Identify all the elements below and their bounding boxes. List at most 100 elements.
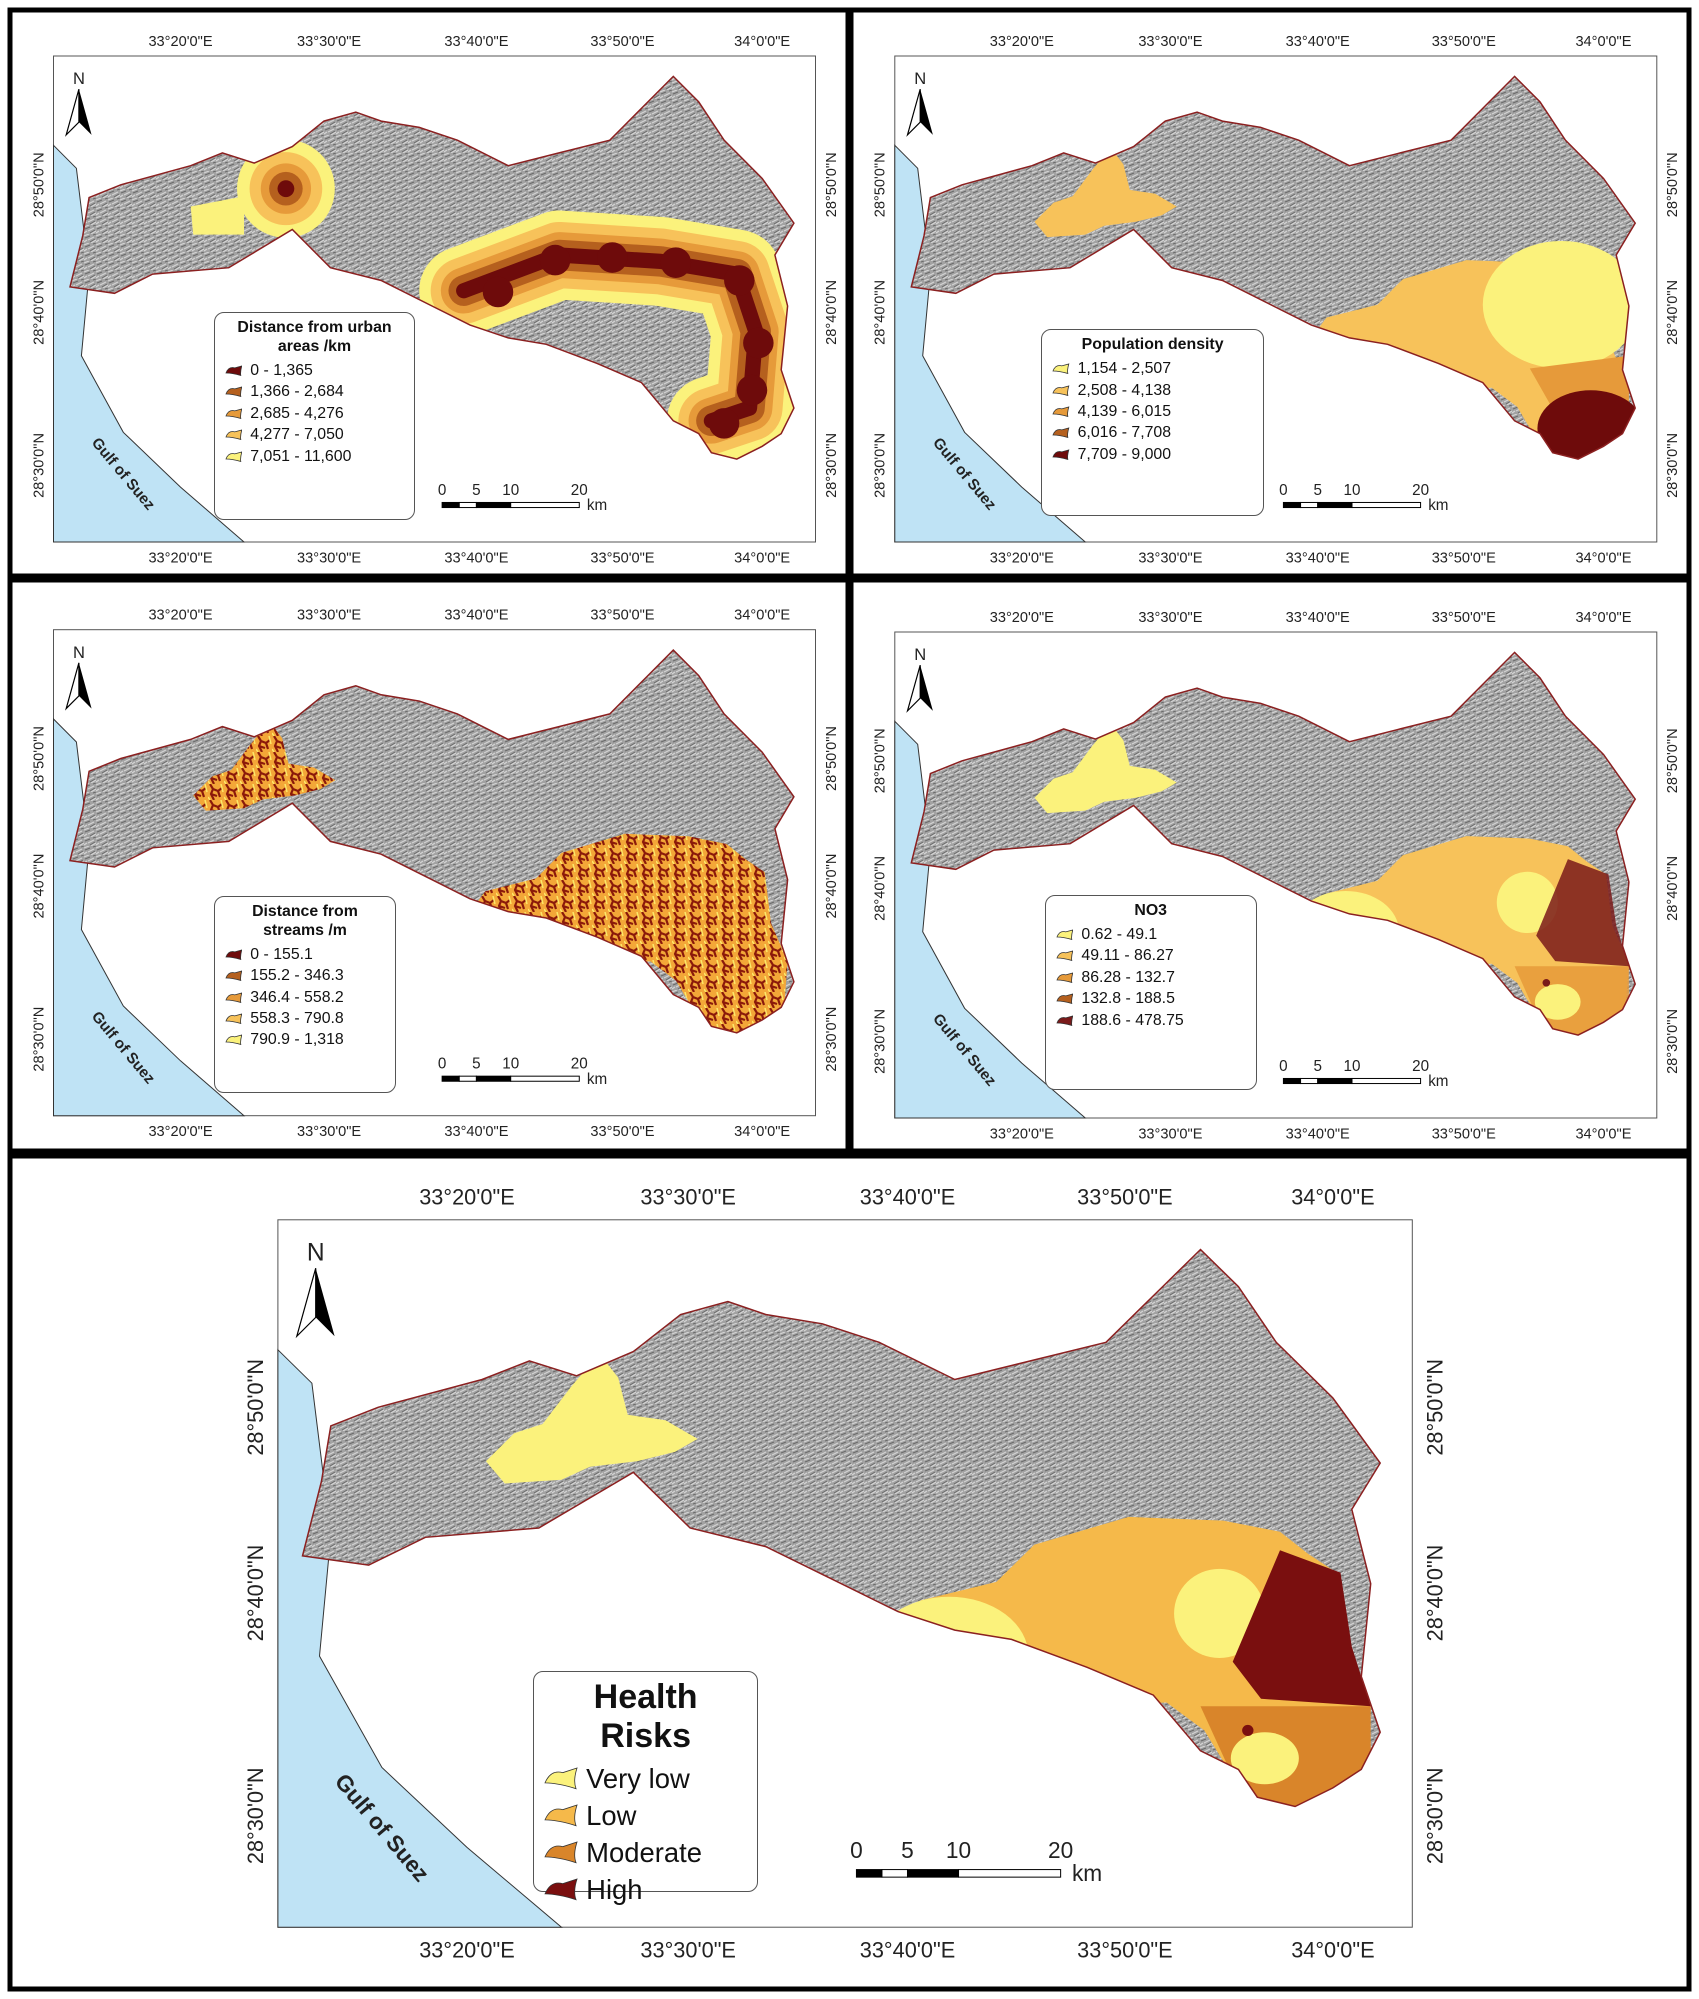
legend-label: 86.28 - 132.7: [1081, 968, 1175, 986]
north-arrow: [920, 665, 933, 711]
legend-label: 558.3 - 790.8: [250, 1010, 344, 1028]
latitude-label: 28°30'0"N: [824, 1007, 840, 1072]
scale-bar: [1351, 1077, 1422, 1085]
longitude-label: 33°40'0"E: [1286, 34, 1350, 50]
legend-swatch: [1056, 972, 1074, 983]
legend-swatch-shape: [544, 1878, 578, 1901]
latitude-label: 28°50'0"N: [31, 726, 47, 791]
longitude-label: 33°30'0"E: [297, 1124, 361, 1140]
legend-title: Population density: [1081, 335, 1224, 353]
legend-swatch: [1052, 406, 1070, 418]
longitude-label: 34°0'0"E: [1575, 1126, 1631, 1142]
legend-swatch: [544, 1841, 578, 1864]
zone: [724, 265, 755, 296]
legend-swatch: [224, 970, 242, 982]
longitude-label: 33°20'0"E: [419, 1185, 515, 1210]
legend-swatch: [1056, 929, 1074, 941]
scale-label: 5: [472, 482, 480, 499]
legend-title: Distance from streams /m: [252, 903, 358, 939]
latitude-label: 28°30'0"N: [873, 433, 889, 498]
legend-item: 4,139 - 6,015: [1052, 401, 1254, 422]
longitude-label: 33°20'0"E: [990, 610, 1054, 626]
zone: [1232, 1550, 1371, 1707]
longitude-label: 34°0'0"E: [1575, 610, 1631, 626]
map-panel: 33°20'0"E 33°20'0"E 33°30'0"E 33°30'0"E 33°4…: [848, 7, 1692, 579]
legend-item: 0.62 - 49.1: [1056, 924, 1246, 945]
longitude-label: 33°20'0"E: [148, 1124, 212, 1140]
latitude-label: 28°40'0"N: [1423, 1545, 1448, 1642]
scale-label: 0: [1279, 482, 1287, 499]
longitude-label: 33°50'0"E: [590, 1124, 654, 1140]
legend-label: 155.2 - 346.3: [250, 967, 344, 985]
legend-item: 7,709 - 9,000: [1052, 444, 1254, 465]
longitude-label: 33°40'0"E: [444, 550, 508, 566]
longitude-label: 34°0'0"E: [1575, 550, 1631, 566]
latitude-label: 28°30'0"N: [873, 1009, 889, 1074]
legend-swatch: [544, 1804, 578, 1827]
longitude-label: 34°0'0"E: [734, 1124, 790, 1140]
latitude-label: 28°40'0"N: [824, 280, 840, 345]
scale-bar: [1317, 1077, 1353, 1085]
latitude-label: 28°50'0"N: [1423, 1359, 1448, 1456]
legend-label: 6,016 - 7,708: [1077, 424, 1172, 442]
north-arrow: [315, 1268, 335, 1337]
longitude-label: 33°50'0"E: [590, 608, 654, 624]
longitude-label: 33°30'0"E: [1138, 610, 1202, 626]
longitude-label: 34°0'0"E: [734, 608, 790, 624]
longitude-label: 33°20'0"E: [990, 1126, 1054, 1142]
zone: [597, 242, 628, 273]
legend-swatch-shape: [1056, 972, 1074, 983]
scale-label: 10: [1344, 482, 1361, 499]
scale-unit: km: [587, 497, 607, 514]
scale-label: 10: [946, 1837, 971, 1863]
latitude-label: 28°40'0"N: [243, 1545, 268, 1642]
legend-label: 132.8 - 188.5: [1081, 990, 1175, 1008]
zone: [1536, 859, 1629, 967]
legend-label: 0.62 - 49.1: [1081, 926, 1158, 944]
longitude-label: 33°20'0"E: [990, 550, 1054, 566]
legend-label: 1,154 - 2,507: [1077, 360, 1172, 378]
scale-bar: [458, 501, 477, 509]
legend-label: 7,709 - 9,000: [1077, 445, 1172, 463]
legend-label: 346.4 - 558.2: [250, 988, 344, 1006]
longitude-label: 33°50'0"E: [1077, 1937, 1173, 1962]
latitude-label: 28°30'0"N: [1423, 1767, 1448, 1864]
north-arrow: [78, 89, 92, 135]
legend-label: 1,366 - 2,684: [250, 383, 344, 401]
longitude-label: 34°0'0"E: [1575, 34, 1631, 50]
legend-item: 155.2 - 346.3: [224, 965, 386, 986]
scale-unit: km: [1072, 1860, 1102, 1886]
north-label: N: [914, 70, 926, 88]
longitude-label: 33°40'0"E: [444, 608, 508, 624]
scale-label: 5: [901, 1837, 914, 1863]
legend-item: 1,366 - 2,684: [224, 381, 405, 402]
map-panel: 33°20'0"E 33°20'0"E 33°30'0"E 33°30'0"E 33°4…: [7, 7, 851, 579]
longitude-label: 33°40'0"E: [1286, 550, 1350, 566]
sea: [894, 720, 1087, 1119]
longitude-label: 33°30'0"E: [297, 608, 361, 624]
longitude-label: 34°0'0"E: [734, 550, 790, 566]
map-panel: 33°20'0"E 33°20'0"E 33°30'0"E 33°30'0"E 33°4…: [848, 577, 1692, 1154]
basin-outline: [69, 75, 795, 460]
legend-swatch: [224, 365, 242, 376]
legend-swatch: [224, 429, 242, 441]
zone: [1034, 147, 1177, 238]
scale-label: 0: [850, 1837, 863, 1863]
scale-bar: [1300, 1077, 1319, 1085]
legend-item: 558.3 - 790.8: [224, 1008, 386, 1029]
legend-label: 0 - 1,365: [250, 361, 313, 379]
legend-title: Distance from urban areas /km: [237, 319, 392, 355]
longitude-label: 33°40'0"E: [444, 34, 508, 50]
scale-bar: [510, 501, 580, 509]
zones: [193, 721, 788, 1033]
latitude-label: 28°30'0"N: [824, 433, 840, 498]
zone: [277, 180, 295, 198]
zones: [190, 139, 794, 460]
legend-label: High: [586, 1874, 643, 1906]
legend-item: 0 - 1,365: [224, 360, 405, 381]
legend-item: 7,051 - 11,600: [224, 446, 405, 467]
legend-label: Very low: [586, 1763, 690, 1795]
longitude-label: 33°50'0"E: [1432, 610, 1496, 626]
legend-item: 790.9 - 1,318: [224, 1029, 386, 1050]
longitude-label: 33°30'0"E: [640, 1937, 736, 1962]
